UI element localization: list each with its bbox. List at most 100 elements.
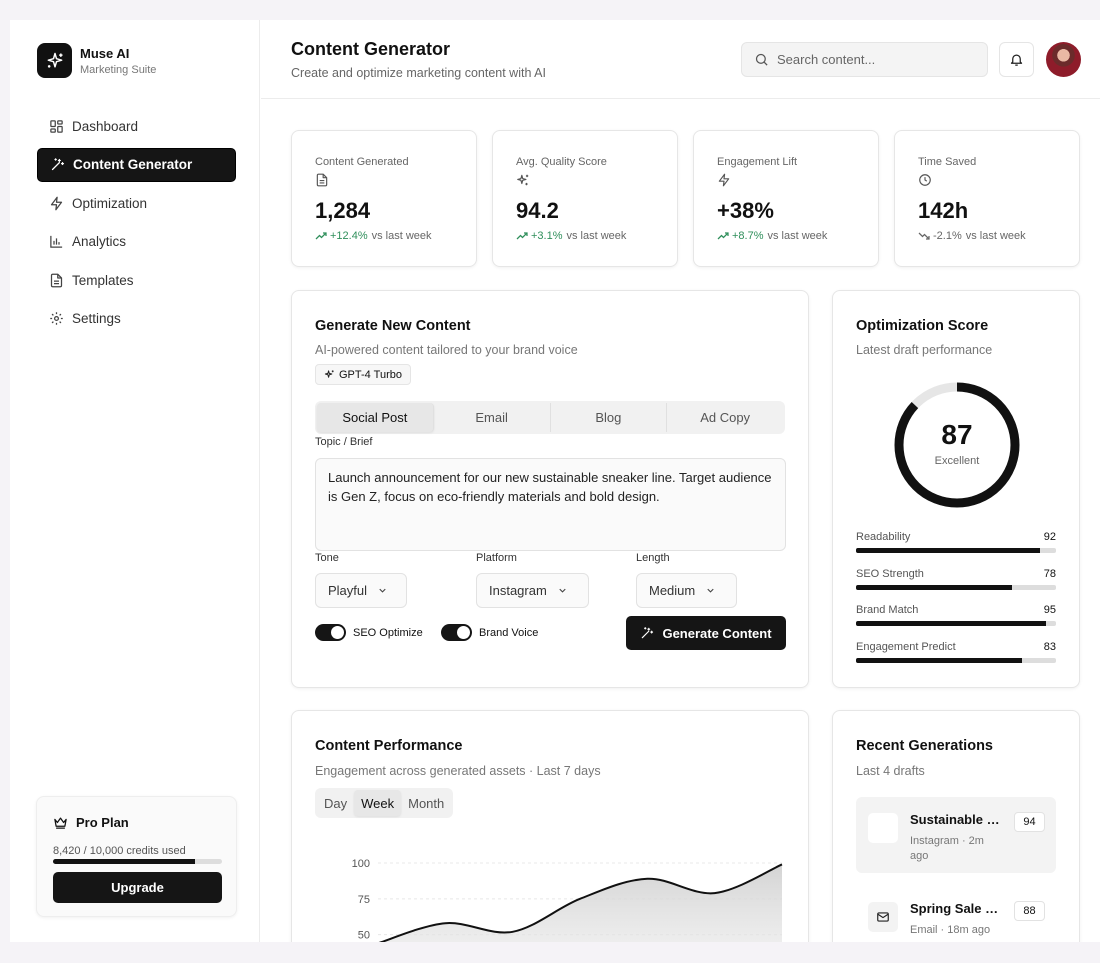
stat-label: Avg. Quality Score [516, 156, 607, 168]
tone-value: Playful [328, 583, 368, 598]
mail-icon [868, 902, 898, 932]
toggle-switch[interactable] [315, 624, 346, 641]
sidebar-item-label: Content Generator [73, 157, 193, 172]
sparkle-icon [324, 370, 334, 378]
score-label: Excellent [934, 455, 980, 467]
stat-value: +38% [717, 198, 774, 223]
stat-delta-row: +8.7% vs last week [717, 230, 827, 242]
brief-textarea[interactable]: Launch announcement for our new sustaina… [315, 458, 786, 551]
recent-item-title: Spring Sale Email [910, 901, 1006, 916]
trend-up-icon [516, 232, 528, 240]
model-badge[interactable]: GPT-4 Turbo [315, 364, 411, 385]
bell-icon [1010, 54, 1023, 66]
length-select[interactable]: Medium [636, 573, 737, 608]
bolt-icon [718, 173, 730, 187]
recent-subtitle: Last 4 drafts [856, 764, 925, 778]
score-ring: 87 Excellent [893, 381, 1021, 509]
range-week[interactable]: Week [354, 790, 402, 816]
plan-card: Pro Plan 8,420 / 10,000 credits used Upg… [36, 796, 237, 917]
stat-card-quality-score: Avg. Quality Score 94.2 +3.1% vs last we… [492, 130, 678, 267]
stat-label: Time Saved [918, 156, 977, 168]
metric-value: 95 [1043, 604, 1056, 616]
score-value: 87 [941, 419, 973, 450]
platform-select[interactable]: Instagram [476, 573, 589, 608]
tone-select[interactable]: Playful [315, 573, 407, 608]
toggle-switch[interactable] [441, 624, 472, 641]
sidebar-item-analytics[interactable]: Analytics [37, 225, 236, 259]
sidebar-item-settings[interactable]: Settings [37, 302, 236, 336]
search-input[interactable] [777, 52, 977, 67]
stat-delta-suffix: vs last week [767, 230, 828, 242]
avatar[interactable] [1046, 42, 1081, 77]
search-box[interactable] [741, 42, 988, 77]
plan-credits: 8,420 / 10,000 credits used [53, 845, 186, 857]
sparkle-icon [517, 174, 529, 186]
stat-delta: -2.1% [933, 230, 962, 242]
stat-card-content-generated: Content Generated 1,284 +12.4% vs last w… [291, 130, 477, 267]
list-item[interactable]: Spring Sale Email Email · 18m ago 88 [856, 886, 1056, 942]
app-window: Muse AI Marketing Suite Dashboard Conten… [10, 20, 1100, 942]
metric-engagement-predict: Engagement Predict 83 [856, 641, 1056, 663]
optimization-score-card: Optimization Score Latest draft performa… [832, 290, 1080, 688]
seo-optimize-toggle[interactable]: SEO Optimize [315, 624, 423, 641]
content-type-tabs: Social Post Email Blog Ad Copy [315, 401, 785, 434]
tab-email[interactable]: Email [434, 403, 551, 432]
plan-title: Pro Plan [76, 815, 129, 830]
search-icon [755, 53, 768, 66]
sidebar-item-optimization[interactable]: Optimization [37, 186, 236, 220]
tab-ad-copy[interactable]: Ad Copy [700, 410, 751, 425]
metric-label: Readability [856, 531, 911, 543]
stat-delta-suffix: vs last week [965, 230, 1026, 242]
page-subtitle: Create and optimize marketing content wi… [291, 66, 546, 80]
brand-voice-toggle[interactable]: Brand Voice [441, 624, 538, 641]
sidebar-item-label: Optimization [72, 195, 148, 211]
credits-progress-bar [53, 859, 222, 864]
stat-value: 94.2 [516, 198, 559, 223]
series-line [378, 863, 783, 942]
tab-social-post[interactable]: Social Post [317, 403, 434, 432]
brand[interactable]: Muse AI Marketing Suite [37, 43, 156, 78]
performance-title: Content Performance [315, 738, 463, 754]
model-name: GPT-4 Turbo [339, 368, 402, 381]
recent-item-meta: Email · 18m ago [910, 924, 991, 936]
score-badge: 94 [1014, 812, 1045, 832]
range-month[interactable]: Month [408, 795, 445, 811]
upgrade-button[interactable]: Upgrade [53, 872, 222, 903]
generate-content-button[interactable]: Generate Content [626, 616, 786, 650]
metric-value: 92 [1043, 531, 1056, 543]
length-value: Medium [649, 583, 696, 598]
metric-label: SEO Strength [856, 568, 924, 580]
stat-card-engagement-lift: Engagement Lift +38% +8.7% vs last week [693, 130, 879, 267]
sidebar-item-templates[interactable]: Templates [37, 263, 236, 297]
metric-value: 78 [1043, 568, 1056, 580]
gear-icon [50, 312, 63, 325]
performance-chart: 100 75 50 [352, 858, 783, 942]
credits-progress-fill [53, 859, 196, 864]
toggle-label: SEO Optimize [353, 626, 423, 639]
range-day[interactable]: Day [324, 795, 348, 811]
recent-title: Recent Generations [856, 738, 993, 754]
metric-bar [856, 585, 1056, 590]
sidebar-item-label: Dashboard [72, 118, 139, 134]
sidebar-item-content-generator[interactable]: Content Generator [37, 147, 236, 182]
sidebar-item-dashboard[interactable]: Dashboard [37, 109, 236, 143]
stat-delta-row: +12.4% vs last week [315, 230, 432, 242]
plan-title-row: Pro Plan [53, 815, 129, 830]
metric-label: Brand Match [856, 604, 919, 616]
notifications-button[interactable] [999, 42, 1034, 77]
stat-delta-suffix: vs last week [566, 230, 627, 242]
range-segmented-control: Day Week Month [315, 788, 454, 818]
stat-card-time-saved: Time Saved 142h -2.1% vs last week [894, 130, 1080, 267]
metric-brand-match: Brand Match 95 [856, 604, 1056, 626]
list-item[interactable]: Sustainable Sneaker Launch Instagram · 2… [856, 797, 1056, 873]
recent-item-meta: Instagram · 2m ago [910, 835, 984, 862]
metric-bar-fill [856, 585, 1012, 590]
y-tick-label: 100 [352, 858, 370, 870]
brand-subtitle: Marketing Suite [80, 63, 157, 76]
sidebar-item-label: Analytics [72, 234, 127, 249]
platform-label: Platform [476, 552, 517, 564]
tab-blog[interactable]: Blog [551, 403, 668, 432]
series-area [381, 864, 782, 942]
header: Content Generator Create and optimize ma… [261, 20, 1100, 99]
y-tick-label: 75 [358, 894, 370, 906]
